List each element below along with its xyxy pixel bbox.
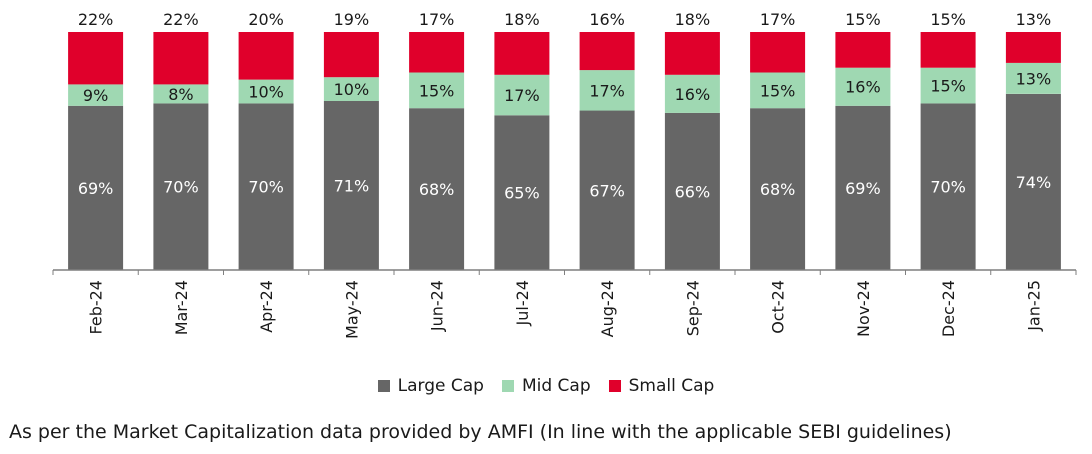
bar-small-cap-apr-24 (238, 32, 294, 80)
data-label-mid-cap-nov-24: 16% (845, 78, 881, 97)
x-tick-label-jul-24: Jul-24 (513, 280, 532, 326)
data-label-small-cap-dec-24: 15% (930, 10, 966, 29)
bar-mid-cap-oct-24 (750, 72, 806, 109)
data-label-mid-cap-dec-24: 15% (930, 77, 966, 96)
bar-large-cap-jun-24 (409, 108, 465, 270)
x-tick-label-apr-24: Apr-24 (257, 280, 276, 333)
x-tick-label-may-24: May-24 (342, 280, 361, 339)
data-label-small-cap-mar-24: 22% (163, 10, 199, 29)
data-label-small-cap-jun-24: 17% (419, 10, 455, 29)
bar-large-cap-aug-24 (579, 110, 635, 270)
x-tick-label-dec-24: Dec-24 (939, 280, 958, 337)
bar-mid-cap-mar-24 (153, 84, 209, 104)
data-label-mid-cap-may-24: 10% (334, 80, 370, 99)
data-label-large-cap-jun-24: 68% (419, 180, 455, 199)
bar-large-cap-feb-24 (68, 105, 124, 270)
data-label-small-cap-apr-24: 20% (248, 10, 284, 29)
data-label-large-cap-jan-25: 74% (1016, 173, 1052, 192)
legend-swatch-mid-cap (501, 380, 514, 392)
bar-large-cap-apr-24 (238, 103, 294, 271)
data-label-mid-cap-oct-24: 15% (760, 81, 796, 100)
data-label-large-cap-jul-24: 65% (504, 184, 540, 203)
data-label-mid-cap-aug-24: 17% (589, 81, 625, 100)
bar-mid-cap-dec-24 (920, 67, 976, 104)
bar-small-cap-feb-24 (68, 32, 124, 85)
bar-large-cap-jul-24 (494, 115, 550, 270)
x-tick-label-nov-24: Nov-24 (854, 280, 873, 337)
bar-mid-cap-apr-24 (238, 79, 294, 104)
data-label-small-cap-nov-24: 15% (845, 10, 881, 29)
chart-legend: Large Cap Mid Cap Small Cap (0, 376, 1092, 396)
legend-item-small-cap: Small Cap (608, 376, 715, 396)
bar-small-cap-oct-24 (750, 32, 806, 73)
bar-large-cap-sep-24 (664, 112, 720, 271)
x-tick-label-jun-24: Jun-24 (428, 280, 447, 332)
data-label-small-cap-sep-24: 18% (675, 10, 711, 29)
data-label-mid-cap-mar-24: 8% (168, 85, 193, 104)
bar-small-cap-mar-24 (153, 32, 209, 85)
bar-mid-cap-aug-24 (579, 70, 635, 111)
data-label-large-cap-aug-24: 67% (589, 181, 625, 200)
data-label-large-cap-feb-24: 69% (78, 179, 114, 198)
bar-small-cap-jun-24 (409, 32, 465, 73)
data-label-large-cap-sep-24: 66% (675, 183, 711, 202)
data-label-small-cap-jan-25: 13% (1016, 10, 1052, 29)
x-tick-label-sep-24: Sep-24 (683, 280, 702, 336)
data-label-large-cap-dec-24: 70% (930, 178, 966, 197)
bar-mid-cap-feb-24 (68, 84, 124, 106)
data-label-mid-cap-apr-24: 10% (248, 83, 284, 102)
bar-large-cap-dec-24 (920, 103, 976, 271)
data-label-mid-cap-feb-24: 9% (83, 86, 108, 105)
data-label-small-cap-aug-24: 16% (589, 10, 625, 29)
bar-small-cap-aug-24 (579, 32, 635, 71)
legend-swatch-small-cap (608, 380, 621, 392)
legend-label-small-cap: Small Cap (628, 376, 715, 396)
bar-mid-cap-jul-24 (494, 74, 550, 116)
data-label-mid-cap-jun-24: 15% (419, 81, 455, 100)
footnote: As per the Market Capitalization data pr… (9, 421, 952, 443)
bar-large-cap-mar-24 (153, 103, 209, 271)
bar-small-cap-nov-24 (835, 32, 891, 68)
data-label-mid-cap-jul-24: 17% (504, 86, 540, 105)
bar-large-cap-jan-25 (1005, 93, 1061, 271)
legend-item-large-cap: Large Cap (377, 376, 484, 396)
bar-small-cap-jan-25 (1005, 32, 1061, 63)
stacked-bar-chart: 69% 9% 22% Feb-24 70% 8% 22% Mar-24 70% 10% 20% Apr… (52, 10, 1077, 339)
bar-small-cap-sep-24 (664, 32, 720, 75)
data-label-mid-cap-jan-25: 13% (1016, 69, 1052, 88)
x-tick-label-feb-24: Feb-24 (87, 280, 106, 334)
bar-mid-cap-sep-24 (664, 74, 720, 113)
data-label-small-cap-feb-24: 22% (78, 10, 114, 29)
data-label-mid-cap-sep-24: 16% (675, 85, 711, 104)
data-label-small-cap-jul-24: 18% (504, 10, 540, 29)
legend-label-large-cap: Large Cap (397, 376, 484, 396)
data-label-large-cap-apr-24: 70% (248, 178, 284, 197)
data-label-small-cap-oct-24: 17% (760, 10, 796, 29)
bar-mid-cap-jan-25 (1005, 62, 1061, 94)
data-label-large-cap-oct-24: 68% (760, 180, 796, 199)
x-tick-label-aug-24: Aug-24 (598, 280, 617, 337)
bar-large-cap-oct-24 (750, 108, 806, 270)
legend-label-mid-cap: Mid Cap (521, 376, 591, 396)
bar-large-cap-nov-24 (835, 105, 891, 270)
x-tick-label-oct-24: Oct-24 (769, 280, 788, 334)
data-label-large-cap-nov-24: 69% (845, 179, 881, 198)
bar-mid-cap-jun-24 (409, 72, 465, 109)
data-label-large-cap-may-24: 71% (334, 177, 370, 196)
bar-large-cap-may-24 (323, 101, 379, 270)
data-label-large-cap-mar-24: 70% (163, 178, 199, 197)
bar-mid-cap-may-24 (323, 77, 379, 101)
bar-small-cap-may-24 (323, 32, 379, 78)
x-tick-label-mar-24: Mar-24 (172, 280, 191, 335)
legend-swatch-large-cap (377, 380, 390, 392)
bar-small-cap-jul-24 (494, 32, 550, 75)
legend-item-mid-cap: Mid Cap (501, 376, 591, 396)
x-tick-label-jan-25: Jan-25 (1024, 280, 1043, 332)
data-label-small-cap-may-24: 19% (334, 10, 370, 29)
bar-small-cap-dec-24 (920, 32, 976, 68)
bar-mid-cap-nov-24 (835, 67, 891, 106)
